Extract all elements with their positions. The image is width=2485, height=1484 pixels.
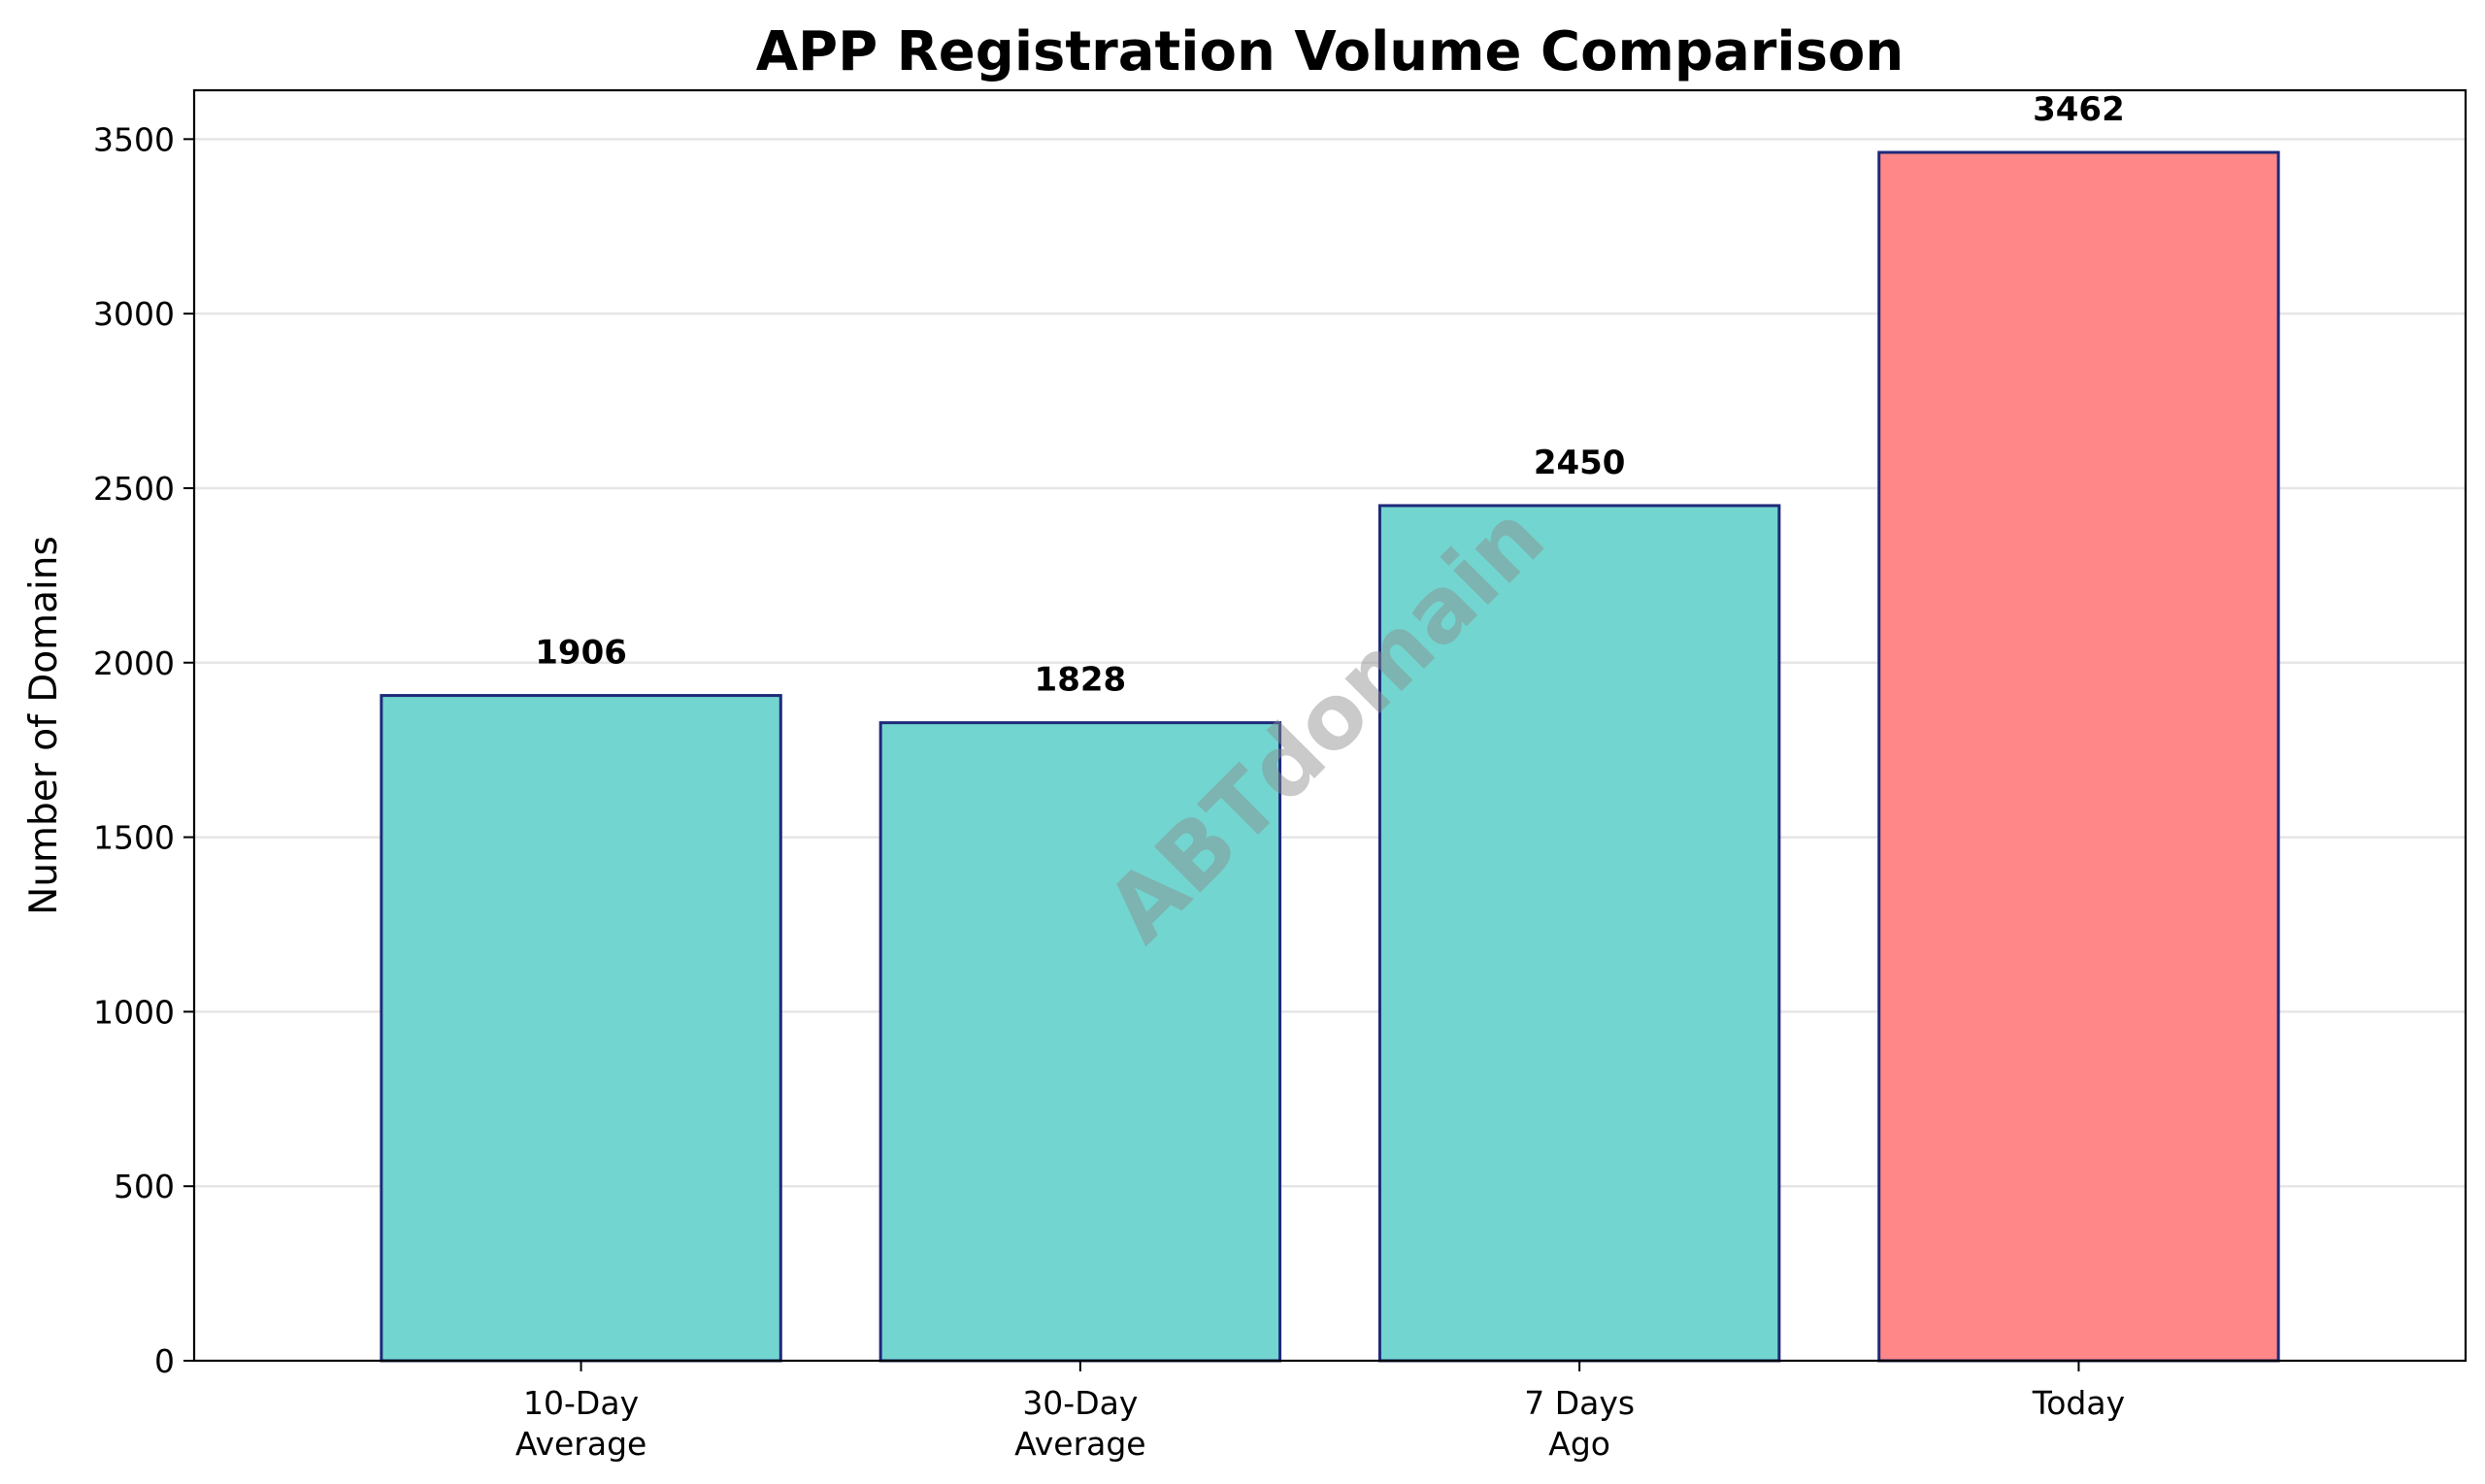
x-tick-label: Average (515, 1425, 647, 1463)
value-label: 3462 (2033, 90, 2125, 129)
y-tick-label: 1000 (93, 993, 175, 1031)
bar (878, 721, 1282, 1363)
y-axis-ticks: 0 500 1000 1500 2000 2500 3000 3500 (93, 120, 194, 1380)
x-tick-label: 30-Day (1022, 1384, 1138, 1422)
chart-title: APP Registration Volume Comparison (756, 20, 1905, 83)
y-tick-label: 3000 (93, 295, 175, 333)
value-label: 1906 (535, 634, 627, 673)
y-tick-label: 1500 (93, 819, 175, 857)
bar (1877, 150, 2280, 1363)
y-axis-label: Number of Domains (22, 536, 66, 915)
y-tick-label: 2500 (93, 470, 175, 508)
x-tick-label: Today (2032, 1384, 2125, 1422)
plot-frame (192, 88, 2468, 1363)
x-tick-label: 7 Days (1524, 1384, 1635, 1422)
bar (1377, 504, 1781, 1363)
bar (380, 694, 782, 1363)
value-label: 2450 (1534, 444, 1626, 482)
x-tick-label: 10-Day (523, 1384, 639, 1422)
y-tick-label: 2000 (93, 644, 175, 682)
bars (380, 150, 2280, 1363)
x-tick-label: Ago (1548, 1425, 1610, 1463)
value-labels: 1906 1828 2450 3462 (535, 90, 2124, 700)
x-tick-label: Average (1014, 1425, 1146, 1463)
y-tick-label: 500 (114, 1168, 175, 1205)
value-label: 1828 (1035, 661, 1127, 700)
y-tick-label: 3500 (93, 120, 175, 158)
y-tick-label: 0 (154, 1342, 175, 1380)
